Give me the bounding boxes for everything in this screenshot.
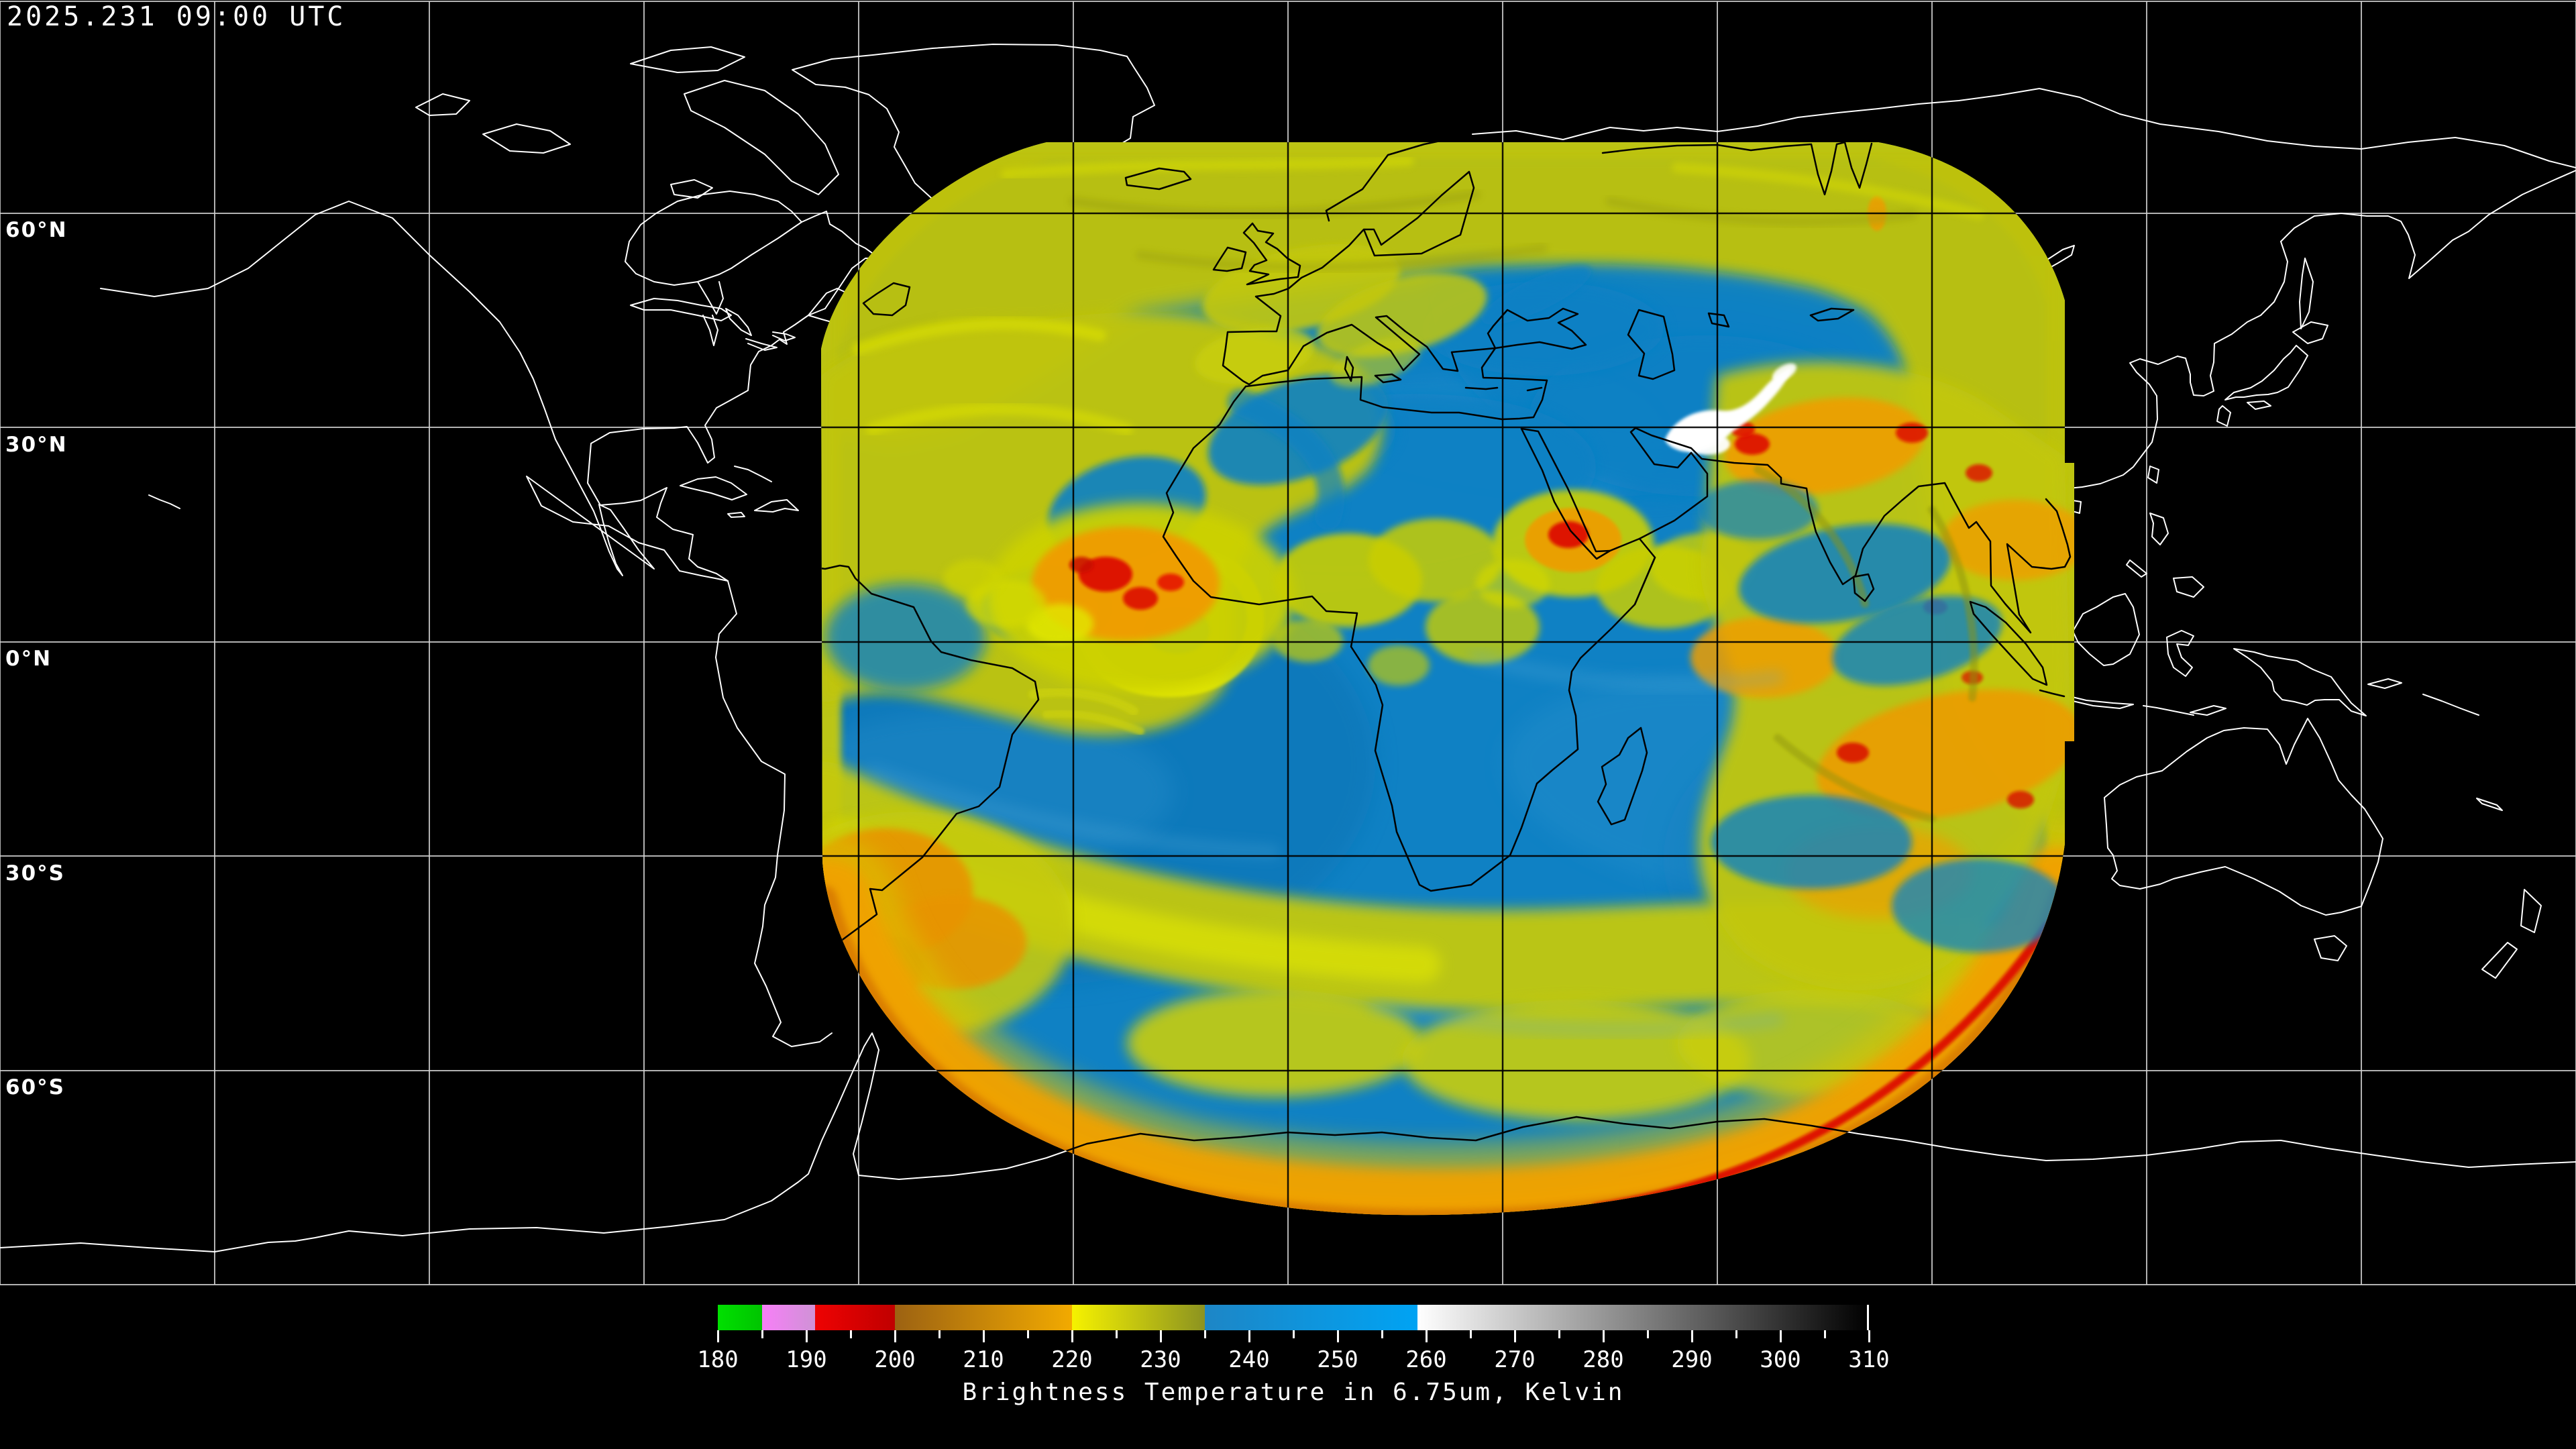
- lat-label: 30°S: [5, 861, 65, 885]
- lat-label: 60°N: [5, 218, 68, 242]
- lat-label: 60°S: [5, 1075, 65, 1099]
- timestamp: 2025.231 09:00 UTC: [7, 1, 346, 32]
- coastlines-inside: [821, 142, 2072, 1181]
- satellite-data-swath: [821, 142, 2074, 1216]
- lat-label: 30°N: [5, 432, 68, 457]
- lat-label: 0°N: [5, 647, 52, 671]
